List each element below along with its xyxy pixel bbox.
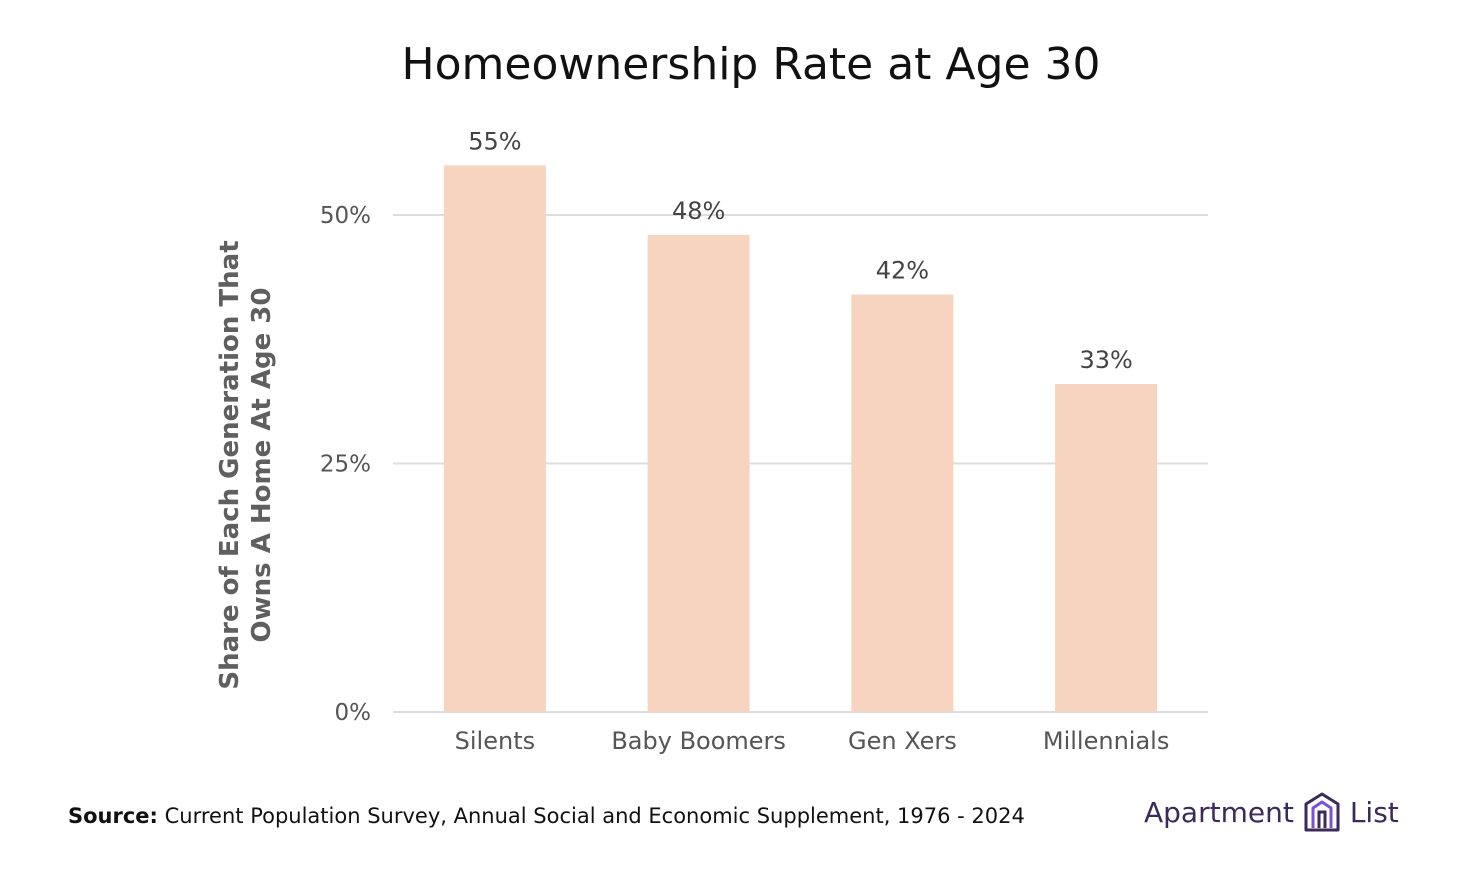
bar-value-label: 55% [468,127,521,155]
bar-value-label: 48% [672,197,725,225]
value-labels: 55% 48% 42% 33% [468,127,1133,374]
y-tick-label: 25% [320,452,371,478]
bar-value-label: 33% [1079,346,1132,374]
bar-millennials [1055,383,1158,712]
y-axis-title-line-2: Owns A Home At Age 30 [247,288,277,643]
bar-silents [443,165,546,713]
y-tick-label: 0% [335,700,372,726]
bar-baby-boomers [647,234,750,712]
x-category-label: Millennials [1043,727,1169,755]
bars [443,165,1158,713]
logo-text-right: List [1349,795,1399,829]
x-axis-categories: Silents Baby Boomers Gen Xers Millennials [455,727,1170,755]
x-category-label: Baby Boomers [611,727,786,755]
bar-value-label: 42% [876,257,929,285]
y-axis-ticks: 0% 25% 50% [320,203,371,726]
logo-text-left: Apartment [1144,795,1294,829]
source-note: Source: Current Population Survey, Annua… [68,804,1025,828]
x-category-label: Silents [455,727,535,755]
source-text: Current Population Survey, Annual Social… [164,804,1025,828]
y-tick-label: 50% [320,203,371,229]
apartment-list-logo: Apartment List [1144,790,1399,834]
y-axis-title-line-1: Share of Each Generation That [215,240,245,689]
bar-gen-xers [851,294,954,712]
source-label: Source: [68,804,158,828]
chart-title: Homeownership Rate at Age 30 [402,39,1101,90]
x-category-label: Gen Xers [848,727,957,755]
y-axis-title: Share of Each Generation That Owns A Hom… [215,240,277,689]
apartment-list-building-icon [1302,790,1342,834]
